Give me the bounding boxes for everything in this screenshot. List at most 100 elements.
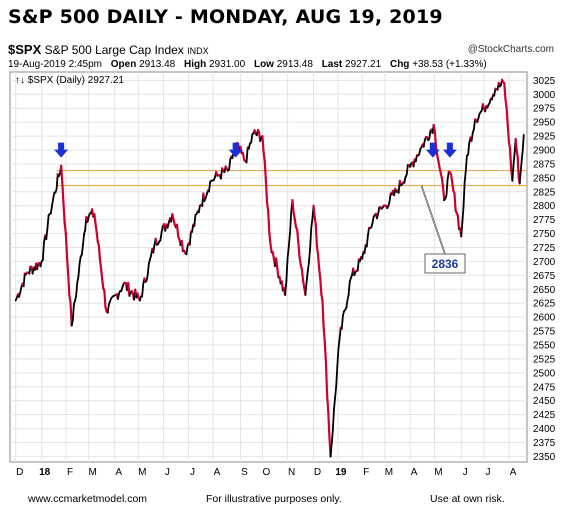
down-arrow-icon [54,142,69,158]
price-segment [265,201,270,213]
y-tick-label: 2675 [533,271,556,282]
price-segment [296,228,300,244]
x-tick-label: A [510,467,517,478]
symbol: $SPX [8,42,42,57]
price-segment [228,158,232,171]
price-segment [52,191,56,200]
price-segment [508,148,513,171]
price-segment [330,429,334,445]
price-segment [388,192,392,203]
x-tick-label: 18 [39,467,51,478]
footer-disclaimer: For illustrative purposes only. [206,493,342,505]
price-segment [440,176,445,189]
price-segment [365,234,369,248]
price-segment [460,220,464,238]
y-tick-label: 2950 [533,118,556,129]
last-label: Last [321,59,343,70]
price-segment [55,173,59,190]
price-segment [289,210,293,234]
price-segment [511,164,515,182]
price-segment [94,222,98,233]
price-segment [250,133,254,144]
high-label: High [184,59,207,70]
price-segment [160,225,164,233]
price-segment [99,266,104,281]
price-segment [152,243,156,254]
price-segment [76,275,80,284]
x-tick-label: F [67,467,73,478]
x-tick-label: 19 [335,467,347,478]
price-segment [519,159,523,173]
down-arrow-icon [425,142,440,158]
price-segment [275,257,279,269]
price-segment [472,118,476,131]
price-segment [65,255,70,276]
open-value: 2913.48 [139,59,176,70]
price-segment [75,281,79,297]
price-segment [461,205,465,223]
price-segment [284,280,288,296]
price-segment [50,204,53,214]
price-segment [377,206,381,215]
price-segment [316,253,321,270]
price-segment [193,214,197,227]
x-tick-label: J [463,467,468,478]
price-segment [514,137,518,152]
price-segment [300,268,305,282]
price-segment [405,164,409,176]
price-segment [127,281,131,297]
high-value: 2931.00 [209,59,246,70]
price-segment [507,140,512,151]
price-segment [98,257,103,270]
price-segment [267,210,271,235]
price-segment [327,410,331,438]
price-segment [518,170,522,185]
price-segment [117,292,120,300]
price-segment [263,160,267,182]
price-segment [403,175,407,184]
y-tick-label: 2925 [533,132,556,143]
y-tick-label: 2600 [533,313,556,324]
price-segment [336,348,340,369]
x-tick-label: M [89,467,97,478]
low-label: Low [253,59,274,70]
price-segment [313,215,317,226]
x-tick-label: F [363,467,369,478]
price-segment [61,181,65,205]
price-segment [41,241,45,262]
price-segment [446,170,450,181]
x-tick-label: M [434,467,442,478]
price-segment [505,106,509,127]
price-segment [45,227,49,240]
price-segment [298,255,302,266]
price-segment [262,150,266,163]
price-segment [462,181,466,208]
price-segment [197,204,201,214]
footer-risk: Use at own risk. [430,493,505,505]
chg-label: Chg [389,59,410,70]
source-label: @StockCharts.com [467,44,554,55]
x-tick-label: J [165,467,170,478]
price-segment [506,124,511,144]
price-segment [276,266,280,279]
price-segment [503,82,507,100]
price-segment [322,326,326,344]
y-tick-label: 2500 [533,368,556,379]
x-tick-label: S [241,467,248,478]
price-segment [340,314,344,330]
last-value: 2927.21 [345,59,382,70]
price-segment [456,214,461,230]
price-segment [304,281,308,296]
price-segment [467,142,471,156]
price-segment [286,245,290,260]
price-segment [418,147,422,156]
price-segment [64,232,69,258]
x-tick-label: N [288,467,295,478]
price-segment [60,164,64,184]
price-segment [46,214,50,230]
price-segment [335,366,339,388]
price-segment [77,262,81,278]
x-tick-label: M [385,467,393,478]
price-segment [315,244,320,256]
price-segment [470,131,474,142]
